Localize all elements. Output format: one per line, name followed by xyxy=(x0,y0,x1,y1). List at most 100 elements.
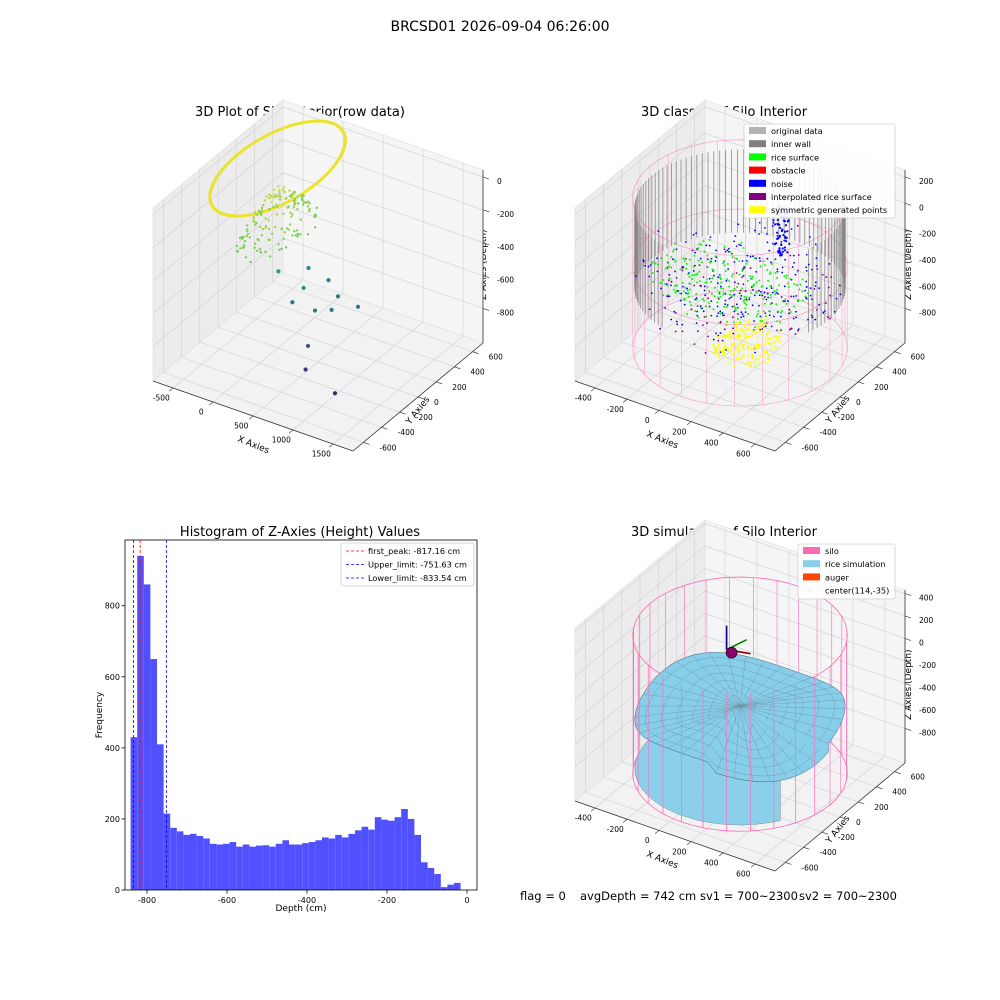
classify-noise-point xyxy=(724,299,727,302)
classify-noise-point xyxy=(833,310,836,313)
histogram-bar xyxy=(229,842,237,890)
classify-rice-surface-point xyxy=(749,274,752,277)
raw-surface-point xyxy=(282,237,285,240)
classify-symmetric-point xyxy=(750,347,753,350)
classify-interpolated-point xyxy=(719,321,722,324)
classify-rice-surface-point xyxy=(686,313,689,316)
panel-simulation-xtick xyxy=(686,841,692,846)
classify-rice-surface-point xyxy=(701,298,704,301)
classify-rice-surface-point xyxy=(685,267,688,270)
classify-interpolated-point xyxy=(816,309,818,311)
classify-rice-surface-point xyxy=(654,262,657,265)
classify-symmetric-point xyxy=(749,362,753,365)
classify-interpolated-point xyxy=(745,298,748,301)
classify-rice-surface-point xyxy=(688,282,691,285)
classify-noise-point xyxy=(770,261,772,264)
simulation-mesh-line xyxy=(716,705,741,774)
classify-noise-point xyxy=(671,258,674,261)
raw-surface-point xyxy=(249,260,252,264)
classify-symmetric-point xyxy=(730,335,733,338)
classify-rice-surface-point xyxy=(769,303,772,306)
classify-interpolated-point xyxy=(684,257,687,260)
classify-noise-point xyxy=(670,284,672,287)
classify-noise-point xyxy=(776,237,779,240)
raw-surface-point xyxy=(260,208,264,212)
raw-outlier-point xyxy=(335,294,341,299)
simulation-mesh-line xyxy=(739,699,845,707)
classify-symmetric-point xyxy=(766,349,769,353)
panel-classify-ytick-label: -200 xyxy=(838,413,855,422)
simulation-legend-label: rice simulation xyxy=(825,559,885,569)
classify-noise-point xyxy=(784,240,788,243)
raw-surface-point xyxy=(258,211,262,215)
classify-noise-point xyxy=(783,285,786,288)
classify-rice-surface-point xyxy=(652,261,655,264)
footer-flag: flag = 0 xyxy=(520,889,566,903)
classify-noise-point xyxy=(650,292,653,295)
simulation-mesh-line xyxy=(655,705,741,744)
panel-simulation-zgrid xyxy=(574,523,706,632)
panel-classify-ytick-label: -400 xyxy=(820,428,837,437)
classify-symmetric-point xyxy=(751,334,754,337)
simulation-mesh-line xyxy=(739,671,798,707)
classify-symmetric-point xyxy=(751,329,754,333)
classify-symmetric-point xyxy=(762,325,765,328)
raw-surface-point xyxy=(268,193,271,197)
raw-surface-point xyxy=(242,244,246,247)
classify-symmetric-point xyxy=(713,350,716,353)
classify-noise-point xyxy=(749,255,752,258)
classify-rice-surface-point xyxy=(685,262,688,265)
panel-classify-ytick xyxy=(803,426,810,430)
classify-symmetric-point xyxy=(744,363,747,366)
classify-interpolated-point xyxy=(717,339,720,342)
panel-raw-xtick xyxy=(288,429,294,434)
raw-outlier-point xyxy=(332,391,338,396)
raw-surface-point xyxy=(280,247,283,251)
raw-surface-point xyxy=(307,209,311,213)
classify-symmetric-point xyxy=(730,345,733,348)
classify-rice-surface-point xyxy=(744,307,747,310)
simulation-legend-label: center(114,-35) xyxy=(825,586,889,596)
classify-rice-surface-point xyxy=(668,277,671,280)
classify-legend-swatch xyxy=(749,206,766,214)
classify-noise-point xyxy=(775,242,778,245)
classify-noise-point xyxy=(838,284,841,287)
classify-rice-surface-point xyxy=(702,240,705,243)
classify-rice-surface-point xyxy=(785,274,788,277)
classify-noise-point xyxy=(721,339,724,342)
panel-raw-ytick-label: 200 xyxy=(452,383,467,392)
simulation-mesh-line xyxy=(734,705,741,779)
classify-symmetric-point xyxy=(728,333,731,336)
raw-surface-point xyxy=(278,189,281,192)
panel-raw-zgrid xyxy=(282,205,484,276)
simulation-mesh-line xyxy=(739,705,829,744)
classify-rice-surface-point xyxy=(687,273,690,276)
classify-rice-surface-point xyxy=(666,294,669,297)
classify-noise-point xyxy=(776,292,779,295)
classify-rice-surface-point xyxy=(707,301,710,304)
classify-symmetric-point xyxy=(762,355,766,358)
classify-symmetric-point xyxy=(762,330,765,333)
classify-rice-surface-point xyxy=(738,291,741,294)
classify-rice-surface-point xyxy=(660,257,663,260)
classify-noise-point xyxy=(675,248,678,251)
classify-noise-point xyxy=(780,240,783,243)
classify-rice-surface-point xyxy=(722,260,725,263)
classify-symmetric-point xyxy=(769,337,772,340)
raw-surface-point xyxy=(272,205,275,209)
classify-rice-surface-point xyxy=(742,300,745,303)
histogram-xtick-label: -800 xyxy=(138,896,156,905)
classify-noise-point xyxy=(809,294,812,297)
classify-rice-surface-point xyxy=(728,285,731,288)
classify-symmetric-point xyxy=(746,321,750,324)
classify-noise-point xyxy=(690,308,693,311)
histogram-bar xyxy=(341,837,349,890)
classify-rice-surface-point xyxy=(750,277,753,280)
classify-rice-surface-point xyxy=(750,291,753,294)
histogram-legend-label: Upper_limit: -751.63 cm xyxy=(368,560,467,570)
classify-rice-surface-point xyxy=(664,267,667,270)
classify-rice-surface-point xyxy=(672,248,675,251)
raw-surface-point xyxy=(263,199,267,202)
raw-surface-point xyxy=(265,195,268,198)
classify-rice-surface-point xyxy=(736,318,739,321)
